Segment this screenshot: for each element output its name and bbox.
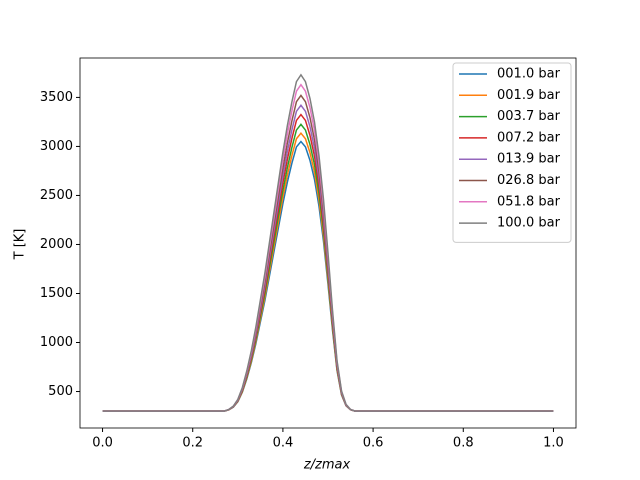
y-tick-label: 2000 [40, 237, 73, 252]
y-tick-label: 2500 [40, 188, 73, 203]
y-tick-label: 1500 [40, 286, 73, 301]
legend-box [452, 62, 572, 243]
legend-label: 001.9 bar [497, 88, 561, 103]
legend-label: 051.8 bar [497, 194, 561, 209]
y-tick-label: 1000 [40, 335, 73, 350]
axes-frame [79, 57, 577, 429]
x-tick-label: 0.2 [182, 436, 203, 451]
x-axis-label: z/zmax [303, 458, 351, 473]
y-tick-label: 3500 [40, 90, 73, 105]
x-tick-label: 0.4 [273, 436, 294, 451]
legend-label: 001.0 bar [497, 67, 561, 82]
x-tick-label: 0.0 [92, 436, 113, 451]
legend-label: 013.9 bar [497, 152, 561, 167]
y-axis-label: T [K] [13, 229, 28, 261]
y-tick-label: 3000 [40, 139, 73, 154]
legend-label: 003.7 bar [497, 109, 561, 124]
legend-label: 007.2 bar [497, 130, 561, 145]
y-tick-label: 500 [48, 384, 73, 399]
legend-label: 100.0 bar [497, 216, 561, 231]
legend-label: 026.8 bar [497, 173, 561, 188]
x-tick-label: 0.8 [453, 436, 474, 451]
x-tick-label: 1.0 [543, 436, 564, 451]
x-tick-label: 0.6 [363, 436, 384, 451]
series-line [102, 73, 554, 412]
